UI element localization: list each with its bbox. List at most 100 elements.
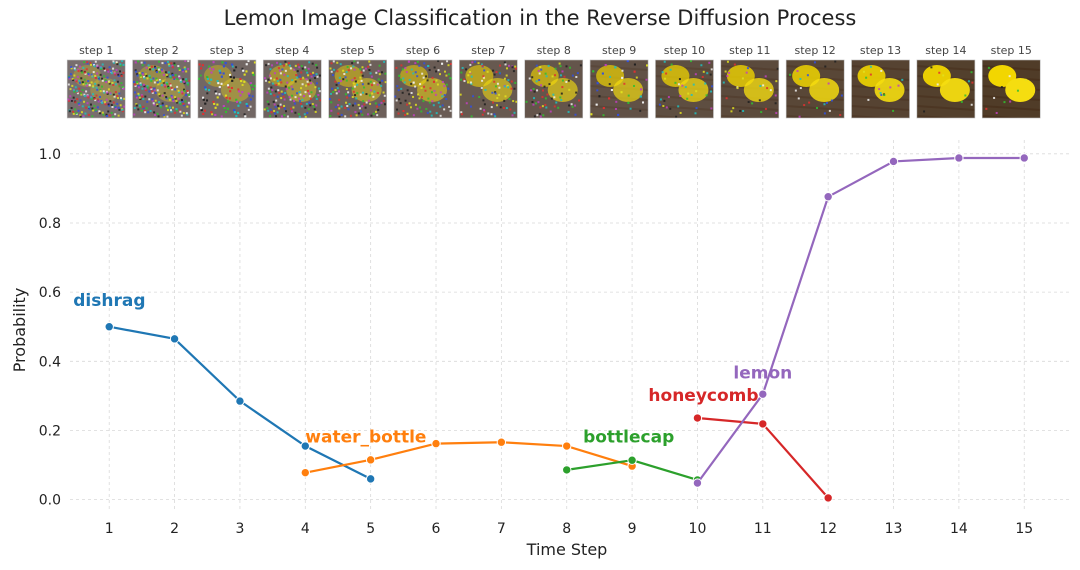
noise-pixel xyxy=(368,94,371,97)
noise-pixel xyxy=(602,107,605,110)
step-thumbnail: step 13 xyxy=(851,44,910,119)
noise-pixel xyxy=(246,104,249,107)
noise-pixel xyxy=(540,84,543,87)
noise-pixel xyxy=(103,67,106,70)
noise-pixel xyxy=(277,82,280,85)
noise-pixel xyxy=(162,103,165,106)
noise-pixel xyxy=(249,105,252,108)
noise-pixel xyxy=(268,81,271,84)
noise-pixel xyxy=(307,83,310,86)
noise-pixel xyxy=(307,92,310,95)
noise-pixel xyxy=(535,80,538,83)
noise-pixel xyxy=(179,79,182,82)
noise-pixel xyxy=(505,74,508,77)
noise-pixel xyxy=(823,103,826,106)
noise-pixel xyxy=(117,97,120,100)
noise-pixel xyxy=(549,110,552,113)
noise-pixel xyxy=(370,75,373,78)
noise-pixel xyxy=(169,83,172,86)
noise-pixel xyxy=(166,75,169,78)
noise-pixel xyxy=(469,105,472,108)
noise-pixel xyxy=(274,112,277,115)
noise-pixel xyxy=(270,111,273,114)
noise-pixel xyxy=(155,77,158,80)
noise-pixel xyxy=(169,75,172,78)
noise-pixel xyxy=(72,96,75,99)
step-label: step 9 xyxy=(602,44,636,57)
noise-pixel xyxy=(633,63,636,66)
noise-pixel xyxy=(828,109,831,112)
noise-pixel xyxy=(319,74,322,77)
noise-pixel xyxy=(105,113,108,116)
noise-pixel xyxy=(273,94,276,97)
noise-pixel xyxy=(315,73,318,76)
noise-pixel xyxy=(83,94,86,97)
noise-pixel xyxy=(233,69,236,72)
noise-pixel xyxy=(284,85,287,88)
noise-pixel xyxy=(550,97,553,100)
data-point xyxy=(692,478,703,488)
noise-pixel xyxy=(304,106,307,109)
noise-pixel xyxy=(331,74,334,77)
noise-pixel xyxy=(399,102,402,105)
noise-pixel xyxy=(424,66,427,69)
noise-pixel xyxy=(294,64,297,67)
noise-pixel xyxy=(158,78,161,81)
noise-pixel xyxy=(401,68,404,71)
noise-pixel xyxy=(367,113,370,116)
noise-pixel xyxy=(669,68,672,71)
noise-pixel xyxy=(241,67,244,70)
noise-pixel xyxy=(231,79,234,82)
noise-pixel xyxy=(498,93,501,96)
noise-pixel xyxy=(112,83,115,86)
noise-pixel xyxy=(930,66,933,69)
noise-pixel xyxy=(268,74,271,77)
noise-pixel xyxy=(97,100,100,103)
noise-pixel xyxy=(343,73,346,76)
series-label: water_bottle xyxy=(305,428,426,448)
noise-pixel xyxy=(91,115,94,118)
noise-pixel xyxy=(117,73,120,76)
noise-pixel xyxy=(367,99,370,102)
step-thumbnail: step 4 xyxy=(262,44,322,119)
thumb-border xyxy=(328,59,387,119)
step-thumbnail: step 9 xyxy=(589,44,649,119)
noise-pixel xyxy=(578,99,581,102)
noise-pixel xyxy=(229,73,232,76)
noise-pixel xyxy=(90,96,93,99)
noise-pixel xyxy=(410,82,413,85)
noise-pixel xyxy=(695,107,698,110)
noise-pixel xyxy=(494,85,497,88)
noise-pixel xyxy=(495,104,498,107)
noise-pixel xyxy=(265,64,268,67)
noise-pixel xyxy=(381,71,384,74)
noise-pixel xyxy=(263,108,266,111)
noise-pixel xyxy=(161,69,164,72)
noise-pixel xyxy=(247,60,250,63)
noise-pixel xyxy=(186,90,189,93)
noise-pixel xyxy=(369,80,372,83)
noise-pixel xyxy=(299,102,302,105)
x-tick-label: 8 xyxy=(562,521,571,537)
noise-pixel xyxy=(329,115,332,118)
noise-pixel xyxy=(334,80,337,83)
noise-pixel xyxy=(206,75,209,78)
step-thumbnail: step 1 xyxy=(66,44,126,119)
noise-pixel xyxy=(425,107,428,110)
noise-pixel xyxy=(224,94,227,97)
noise-pixel xyxy=(243,80,246,83)
noise-pixel xyxy=(143,109,146,112)
noise-pixel xyxy=(558,62,561,65)
noise-pixel xyxy=(120,82,123,85)
noise-pixel xyxy=(155,69,158,72)
x-tick-label: 10 xyxy=(689,521,707,537)
noise-pixel xyxy=(214,106,217,109)
noise-pixel xyxy=(348,94,351,97)
noise-pixel xyxy=(615,100,618,103)
noise-pixel xyxy=(626,60,629,63)
noise-pixel xyxy=(85,84,88,87)
noise-pixel xyxy=(226,107,229,110)
noise-pixel xyxy=(181,91,184,94)
noise-pixel xyxy=(967,80,970,83)
noise-pixel xyxy=(176,78,179,81)
